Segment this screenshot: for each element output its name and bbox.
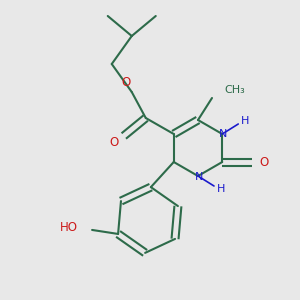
Text: H: H [217,184,225,194]
Text: HO: HO [60,221,78,234]
Text: CH₃: CH₃ [224,85,245,95]
Text: O: O [109,136,119,148]
Text: N: N [219,129,227,139]
Text: O: O [260,155,269,169]
Text: N: N [195,172,203,182]
Text: H: H [241,116,249,126]
Text: O: O [121,76,130,88]
